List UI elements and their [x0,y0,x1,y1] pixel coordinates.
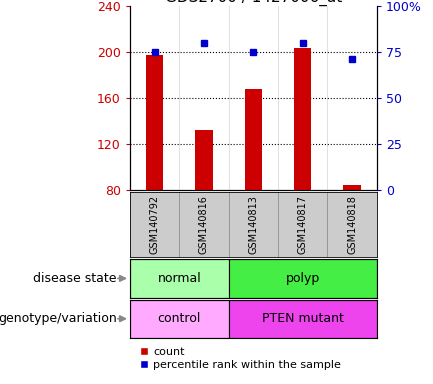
Text: genotype/variation: genotype/variation [0,312,117,325]
Text: normal: normal [157,272,201,285]
Text: GSM140816: GSM140816 [199,195,209,254]
Bar [343,185,361,190]
Text: control: control [158,312,201,325]
Bar [294,48,311,190]
Text: disease state: disease state [33,272,117,285]
Text: GSM140817: GSM140817 [297,195,308,254]
Text: GSM140792: GSM140792 [149,195,160,254]
Bar [245,89,262,190]
Bar [130,300,229,338]
Bar [229,300,377,338]
Legend: count, percentile rank within the sample: count, percentile rank within the sample [136,343,346,375]
Bar [146,55,163,190]
Text: PTEN mutant: PTEN mutant [262,312,344,325]
Text: GSM140818: GSM140818 [347,195,357,254]
Bar [195,130,213,190]
Bar [229,259,377,298]
Title: GDS2700 / 1427006_at: GDS2700 / 1427006_at [165,0,342,6]
Text: polyp: polyp [285,272,320,285]
Bar [130,259,229,298]
Text: GSM140813: GSM140813 [248,195,259,254]
